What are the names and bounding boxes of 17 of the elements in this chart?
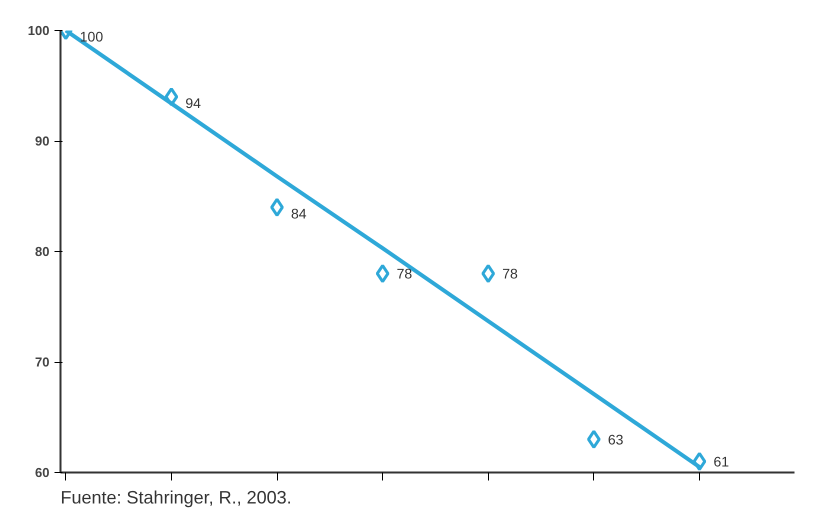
data-label: 78 <box>502 266 518 282</box>
point <box>481 264 496 284</box>
y-tick-label: 80 <box>35 244 50 259</box>
point <box>270 198 284 217</box>
data-label: 94 <box>185 94 202 111</box>
point <box>376 264 390 284</box>
data-label: 63 <box>608 431 624 448</box>
data-label: 84 <box>291 205 307 222</box>
point <box>587 430 601 449</box>
data-label: 100 <box>80 28 104 44</box>
y-tick-label: 90 <box>35 134 50 148</box>
y-tick-label: 60 <box>35 465 50 480</box>
data-label: 78 <box>396 266 412 282</box>
source-note: Fuente: Stahringer, R., 2003. <box>60 488 292 508</box>
data-label: 61 <box>713 453 730 470</box>
y-tick-label: 100 <box>28 23 50 38</box>
y-tick-label: 70 <box>35 354 50 370</box>
